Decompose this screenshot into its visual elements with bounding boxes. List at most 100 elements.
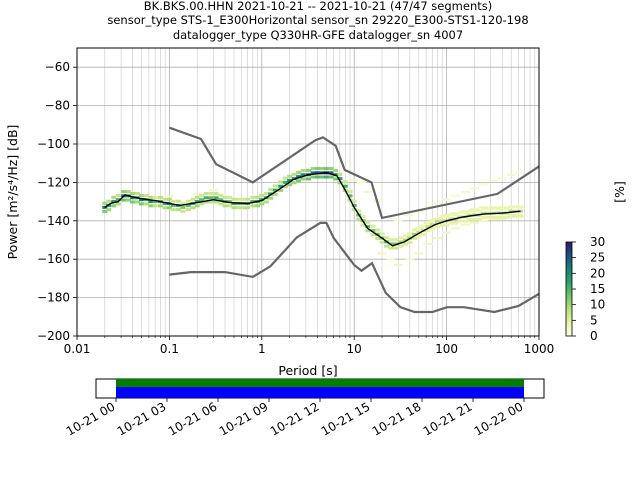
- psd-cell: [213, 192, 219, 196]
- psd-cell: [351, 199, 357, 203]
- chart-title: BK.BKS.00.HHN 2021-10-21 -- 2021-10-21 (…: [107, 0, 528, 42]
- psd-cell: [379, 232, 385, 236]
- psd-cell: [106, 199, 112, 203]
- psd-cell: [425, 229, 431, 233]
- psd-cell: [467, 213, 473, 217]
- psd-cell: [485, 211, 491, 215]
- psd-cell: [305, 177, 311, 181]
- psd-cell: [435, 221, 441, 225]
- psd-cell: [157, 195, 163, 199]
- psd-cell: [405, 214, 415, 217]
- psd-cell: [296, 179, 302, 183]
- plot-frame: [76, 47, 540, 337]
- psd-cell: [478, 206, 488, 209]
- psd-cell: [347, 194, 353, 198]
- psd-cell: [222, 204, 228, 208]
- psd-cell: [342, 180, 348, 184]
- psd-cell: [420, 233, 426, 237]
- psd-cell: [199, 202, 205, 206]
- psd-cell: [485, 207, 491, 211]
- psd-cell: [222, 195, 228, 199]
- psd-cell: [356, 217, 362, 221]
- psd-cell: [157, 204, 163, 208]
- psd-cell: [471, 209, 477, 213]
- psd-cell: [287, 183, 293, 187]
- x-tick-label: 0.1: [160, 342, 179, 356]
- psd-cell: [255, 195, 261, 199]
- psd-cell: [130, 196, 136, 200]
- psd-cell: [429, 223, 435, 227]
- psd-cell: [139, 202, 145, 206]
- y-tick-label: −60: [45, 60, 70, 74]
- psd-cell: [194, 204, 200, 208]
- psd-cell: [199, 198, 205, 202]
- psd-cell: [407, 232, 413, 236]
- psd-cell: [469, 208, 479, 211]
- time-tick-label: 10-21 12: [268, 399, 322, 438]
- y-axis-ticks: −60 −80 −100 −120 −140 −160 −180 −200: [37, 60, 77, 343]
- psd-cell: [517, 213, 523, 217]
- psd-cell: [300, 168, 306, 172]
- psd-cell: [170, 199, 176, 203]
- psd-cell: [115, 198, 121, 202]
- psd-cell: [310, 175, 316, 179]
- psd-cell: [130, 192, 136, 196]
- time-tick-label: 10-21 03: [115, 399, 169, 438]
- psd-cell: [420, 224, 426, 228]
- psd-cell: [439, 223, 445, 227]
- colorbar-tick-label: 10: [590, 298, 605, 312]
- psd-cell: [106, 208, 112, 212]
- x-tick-label: 1000: [524, 342, 555, 356]
- psd-cell: [425, 225, 431, 229]
- psd-cell: [333, 168, 339, 172]
- psd-cell: [236, 206, 242, 210]
- psd-cell: [488, 179, 498, 182]
- psd-cell: [370, 224, 376, 228]
- psd-cell: [471, 217, 477, 221]
- psd-cell: [403, 242, 409, 246]
- psd-cell: [213, 196, 219, 200]
- psd-cell: [457, 219, 463, 223]
- y-tick-label: −80: [45, 99, 70, 113]
- psd-cell: [349, 179, 359, 182]
- psd-cell: [429, 218, 435, 222]
- psd-cell: [259, 198, 265, 202]
- psd-cell: [515, 171, 525, 174]
- psd-cell: [403, 234, 409, 238]
- psd-cell: [337, 172, 343, 176]
- psd-cell: [425, 220, 431, 224]
- psd-cell: [379, 240, 385, 244]
- psd-cell: [407, 240, 413, 244]
- psd-cell: [263, 200, 269, 204]
- psd-cell: [170, 208, 176, 212]
- psd-cell: [291, 172, 297, 176]
- psd-cell: [513, 205, 519, 209]
- colorbar-tick-label: 30: [590, 235, 605, 249]
- psd-cell: [185, 208, 191, 212]
- psd-cell: [342, 184, 348, 188]
- psd-cell: [296, 170, 302, 174]
- psd-cell: [375, 232, 381, 236]
- psd-cell: [476, 217, 482, 221]
- psd-cell: [478, 183, 488, 186]
- psd-cell: [240, 206, 246, 210]
- psd-cell: [488, 206, 498, 209]
- psd-cell: [296, 175, 302, 179]
- y-tick-label: −200: [37, 329, 70, 343]
- psd-cell: [357, 181, 367, 184]
- psd-cell: [250, 200, 256, 204]
- x-tick-label: 1: [258, 342, 266, 356]
- psd-cell: [190, 206, 196, 210]
- psd-cell: [488, 217, 498, 220]
- psd-cell: [460, 223, 470, 226]
- psd-cell: [405, 235, 415, 238]
- psd-cell: [480, 211, 486, 215]
- psd-cell: [497, 217, 507, 220]
- psd-cell: [429, 227, 435, 231]
- psd-cell: [218, 193, 224, 197]
- psd-cell: [462, 219, 468, 223]
